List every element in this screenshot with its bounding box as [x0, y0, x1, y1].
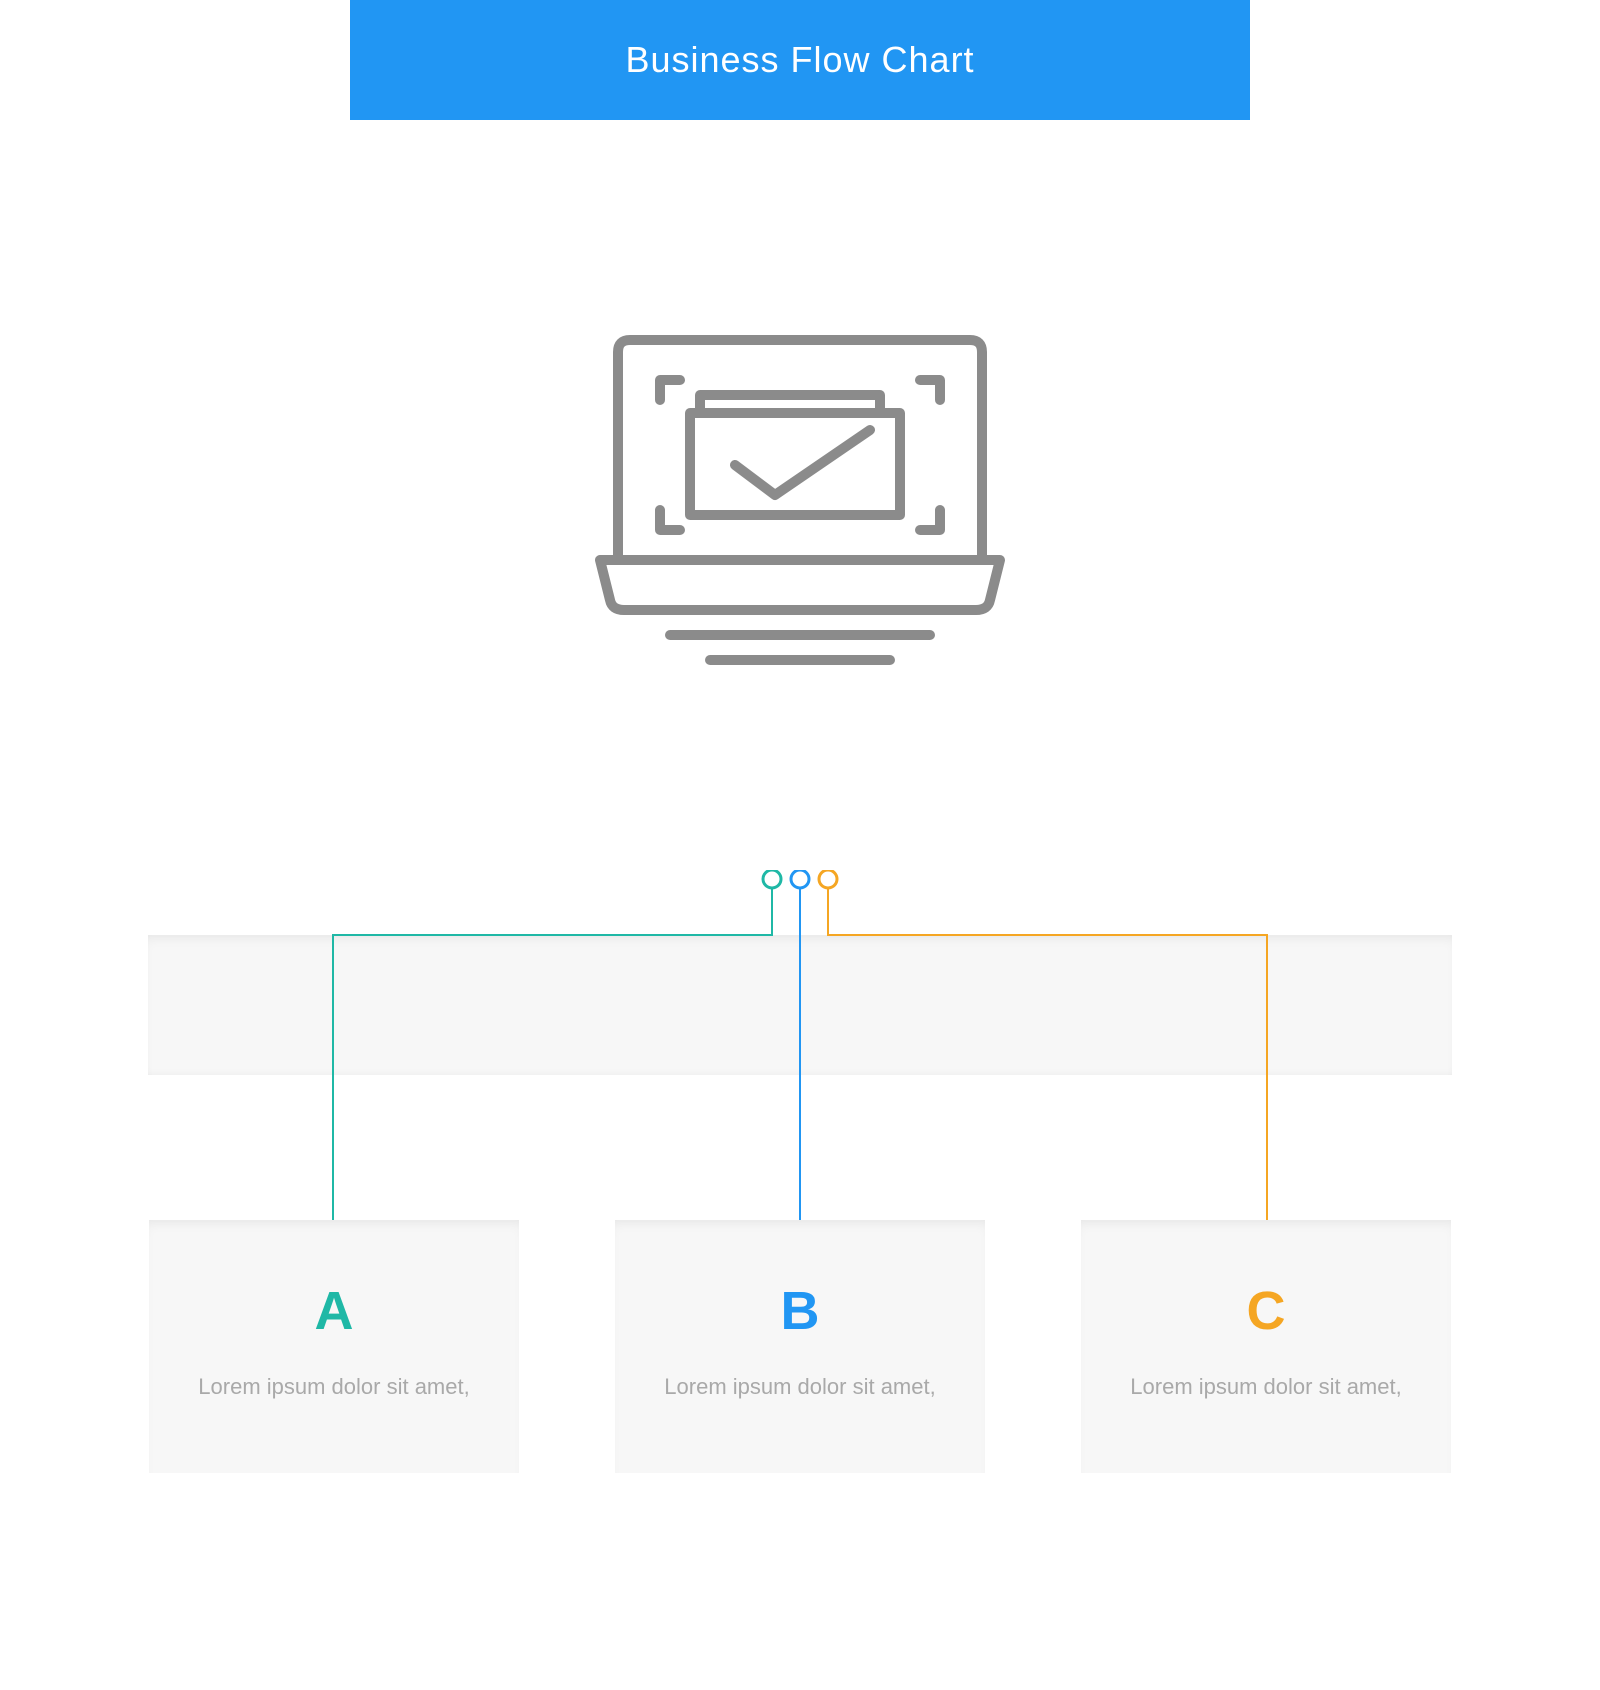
card-letter-b: B — [655, 1280, 945, 1342]
card-a: A Lorem ipsum dolor sit amet, — [149, 1220, 519, 1473]
card-desc-c: Lorem ipsum dolor sit amet, — [1121, 1370, 1411, 1403]
card-letter-a: A — [189, 1280, 479, 1342]
card-b: B Lorem ipsum dolor sit amet, — [615, 1220, 985, 1473]
header-band: Business Flow Chart — [350, 0, 1250, 120]
card-desc-a: Lorem ipsum dolor sit amet, — [189, 1370, 479, 1403]
cards-row: A Lorem ipsum dolor sit amet, B Lorem ip… — [0, 1220, 1600, 1473]
card-c: C Lorem ipsum dolor sit amet, — [1081, 1220, 1451, 1473]
card-desc-b: Lorem ipsum dolor sit amet, — [655, 1370, 945, 1403]
laptop-check-icon — [570, 310, 1030, 670]
header-title: Business Flow Chart — [625, 39, 974, 81]
card-letter-c: C — [1121, 1280, 1411, 1342]
